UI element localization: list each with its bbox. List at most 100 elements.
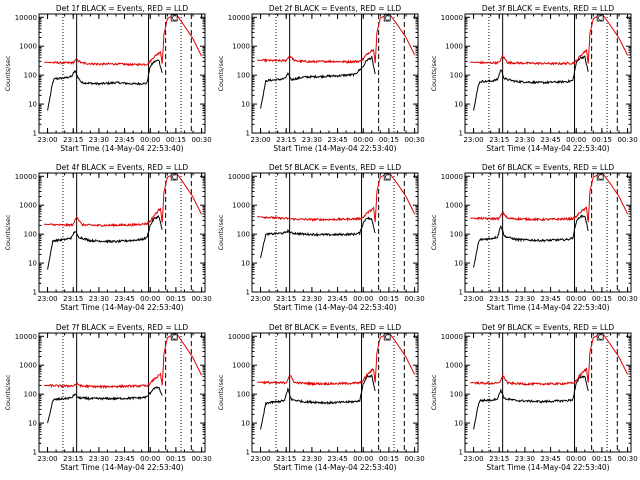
plot-frame <box>38 13 206 134</box>
x-tick-label: 23:30 <box>89 455 109 463</box>
x-axis-label: Start Time (14-May-04 22:53:40) <box>273 463 396 472</box>
panel-title: Det 2f BLACK = Events, RED = LLD <box>269 4 402 13</box>
events-series-line <box>260 373 376 430</box>
x-axis-label: Start Time (14-May-04 22:53:40) <box>60 303 183 312</box>
lld-series-line <box>44 14 203 67</box>
y-tick-label: 100 <box>237 231 250 239</box>
marker-label: C <box>172 14 177 22</box>
y-tick-label: 10 <box>241 101 250 109</box>
x-tick-label: 23:15 <box>63 455 83 463</box>
x-tick-label: 23:45 <box>114 455 134 463</box>
y-tick-label: 1000 <box>232 202 250 210</box>
panel-title: Det 6f BLACK = Events, RED = LLD <box>482 163 615 172</box>
x-tick-label: 23:00 <box>37 295 57 303</box>
x-tick-label: 23:00 <box>463 295 483 303</box>
x-tick-label: 00:30 <box>191 295 211 303</box>
x-tick-label: 23:15 <box>276 295 296 303</box>
panel-title: Det 3f BLACK = Events, RED = LLD <box>482 4 615 13</box>
marker-box <box>383 14 391 22</box>
x-tick-label: 23:00 <box>250 136 270 144</box>
y-tick-label: 1 <box>459 449 463 457</box>
x-tick-label: 23:45 <box>327 455 347 463</box>
panel-1: 1 10 100 1000 10000 23:00 23:15 23:30 23:45 00:00… <box>4 4 212 153</box>
x-tick-label: 23:45 <box>327 295 347 303</box>
y-tick-label: 1000 <box>232 43 250 51</box>
x-tick-label: 00:15 <box>166 295 186 303</box>
y-tick-label: 10 <box>28 420 37 428</box>
y-tick-label: 10000 <box>15 333 37 341</box>
marker-box <box>383 333 391 341</box>
y-tick-label: 1 <box>33 449 37 457</box>
x-tick-label: 00:30 <box>617 455 637 463</box>
y-tick-label: 1000 <box>19 202 37 210</box>
x-tick-label: 00:30 <box>404 295 424 303</box>
panel-4: 1 10 100 1000 10000 23:00 23:15 23:30 23:45 00:00… <box>4 163 212 312</box>
marker-box <box>596 173 604 181</box>
y-tick-label: 1000 <box>445 43 463 51</box>
y-tick-label: 1000 <box>445 202 463 210</box>
y-tick-label: 10000 <box>441 14 463 22</box>
panel-3: 1 10 100 1000 10000 23:00 23:15 23:30 23:45 00:00… <box>430 4 638 153</box>
lld-series-line <box>257 14 416 65</box>
x-tick-label: 00:15 <box>379 455 399 463</box>
y-tick-label: 10 <box>28 101 37 109</box>
marker-box <box>383 173 391 181</box>
x-tick-label: 23:00 <box>250 455 270 463</box>
x-tick-label: 23:45 <box>540 295 560 303</box>
x-tick-label: 23:00 <box>463 455 483 463</box>
marker-label: C <box>172 173 177 181</box>
lld-series-line <box>470 333 629 387</box>
x-tick-label: 00:30 <box>404 455 424 463</box>
x-tick-label: 23:15 <box>489 295 509 303</box>
lld-series-line <box>257 333 416 387</box>
plot-frame <box>251 172 419 293</box>
marker-box <box>596 333 604 341</box>
x-tick-label: 23:15 <box>489 136 509 144</box>
plot-frame <box>251 13 419 134</box>
y-tick-label: 10000 <box>228 333 250 341</box>
x-tick-label: 23:30 <box>89 136 109 144</box>
x-tick-label: 00:15 <box>166 455 186 463</box>
y-tick-label: 100 <box>24 391 37 399</box>
y-tick-label: 10 <box>454 101 463 109</box>
x-tick-label: 23:30 <box>515 136 535 144</box>
x-tick-label: 00:30 <box>617 295 637 303</box>
x-tick-label: 23:45 <box>540 455 560 463</box>
x-tick-label: 23:30 <box>89 295 109 303</box>
x-tick-label: 23:15 <box>63 295 83 303</box>
x-tick-label: 00:00 <box>353 136 373 144</box>
x-tick-label: 23:00 <box>37 455 57 463</box>
panel-title: Det 7f BLACK = Events, RED = LLD <box>56 323 189 332</box>
y-tick-label: 100 <box>237 72 250 80</box>
x-tick-label: 00:30 <box>617 136 637 144</box>
y-tick-label: 1 <box>459 130 463 138</box>
x-tick-label: 00:00 <box>353 455 373 463</box>
y-tick-label: 10 <box>454 420 463 428</box>
y-tick-label: 1 <box>459 289 463 297</box>
x-tick-label: 00:15 <box>379 295 399 303</box>
x-tick-label: 23:00 <box>463 136 483 144</box>
x-tick-label: 23:15 <box>276 136 296 144</box>
marker-label: C <box>598 173 603 181</box>
marker-box <box>170 14 178 22</box>
x-axis-label: Start Time (14-May-04 22:53:40) <box>60 463 183 472</box>
marker-label: C <box>598 333 603 341</box>
x-tick-label: 00:00 <box>566 455 586 463</box>
y-tick-label: 1000 <box>19 43 37 51</box>
x-tick-label: 23:15 <box>63 136 83 144</box>
panel-8: 1 10 100 1000 10000 23:00 23:15 23:30 23:45 00:00… <box>217 323 425 472</box>
y-tick-label: 10000 <box>441 173 463 181</box>
y-tick-label: 100 <box>237 391 250 399</box>
plot-frame <box>464 332 632 453</box>
x-tick-label: 00:00 <box>566 136 586 144</box>
plot-frame <box>38 172 206 293</box>
lld-series-line <box>470 14 629 66</box>
plot-frame <box>251 332 419 453</box>
x-tick-label: 00:15 <box>592 136 612 144</box>
panel-2: 1 10 100 1000 10000 23:00 23:15 23:30 23:45 00:00… <box>217 4 425 153</box>
y-axis-label: Counts/sec <box>217 214 225 250</box>
events-series-line <box>47 214 163 270</box>
marker-label: C <box>385 173 390 181</box>
x-axis-label: Start Time (14-May-04 22:53:40) <box>273 144 396 153</box>
